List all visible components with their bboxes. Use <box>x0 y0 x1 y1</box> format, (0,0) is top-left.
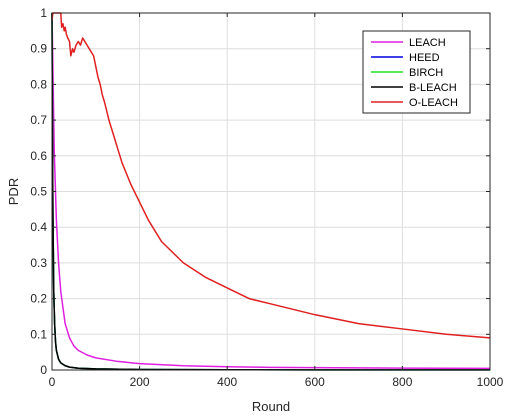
y-tick-label: 0 <box>40 363 47 377</box>
y-tick-label: 0.7 <box>30 113 47 127</box>
x-tick-label: 200 <box>130 375 150 389</box>
legend: LEACH HEED BIRCH B-LEACH O-LEACH <box>362 30 471 114</box>
legend-label-b-leach: B-LEACH <box>409 82 457 94</box>
y-tick-label: 0.5 <box>30 185 47 199</box>
legend-label-birch: BIRCH <box>409 67 443 79</box>
y-tick-label: 0.3 <box>30 256 47 270</box>
y-tick-label: 0.8 <box>30 77 47 91</box>
y-axis-label: PDR <box>6 178 21 205</box>
x-tick-label: 400 <box>217 375 237 389</box>
y-tick-label: 1 <box>40 6 47 20</box>
x-tick-label: 0 <box>49 375 56 389</box>
legend-label-o-leach: O-LEACH <box>409 97 458 109</box>
axis-ticks: 0 200 400 600 800 1000 0 0.1 0.2 0.3 0.4 0.5 0.6 0.7 0… <box>30 6 503 389</box>
y-tick-label: 0.4 <box>30 220 47 234</box>
legend-label-heed: HEED <box>409 52 440 64</box>
y-tick-label: 0.1 <box>30 327 47 341</box>
y-tick-label: 0.9 <box>30 42 47 56</box>
x-tick-label: 600 <box>305 375 325 389</box>
y-tick-label: 0.2 <box>30 292 47 306</box>
legend-label-leach: LEACH <box>409 37 446 49</box>
series-line-leach <box>51 12 491 370</box>
x-axis-label: Round <box>252 399 290 414</box>
x-tick-label: 1000 <box>477 375 504 389</box>
series-line-o-leach <box>51 12 491 339</box>
x-tick-label: 800 <box>392 375 412 389</box>
y-tick-label: 0.6 <box>30 149 47 163</box>
